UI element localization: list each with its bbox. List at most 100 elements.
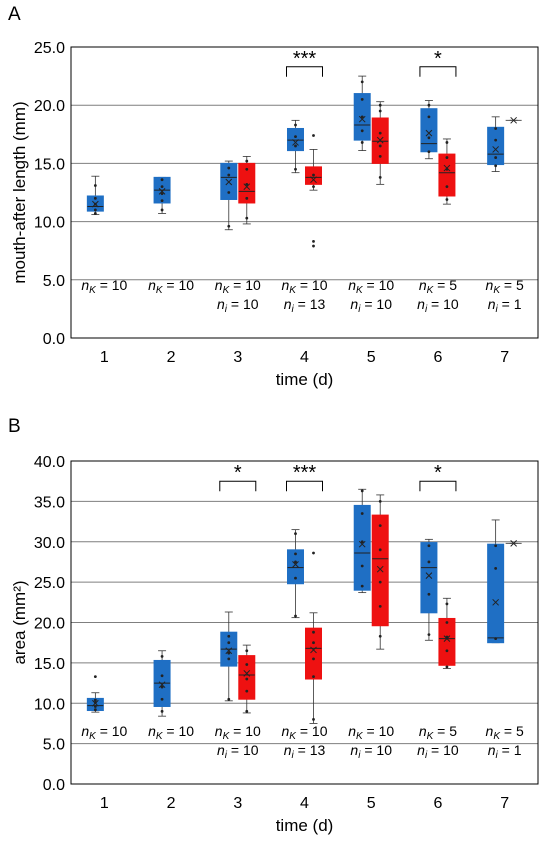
n-i-label: ni = 10 xyxy=(350,742,392,761)
data-point xyxy=(360,584,364,588)
y-tick-label: 25.0 xyxy=(34,575,65,592)
data-point xyxy=(445,156,449,159)
y-tick-label: 15.0 xyxy=(34,156,65,173)
data-point xyxy=(227,657,231,661)
data-point xyxy=(93,698,97,702)
data-point xyxy=(312,630,315,634)
data-point xyxy=(427,115,431,119)
x-tick-label: 7 xyxy=(500,349,509,366)
data-point xyxy=(160,178,164,182)
data-point xyxy=(445,198,449,201)
box-iqr xyxy=(371,514,389,627)
data-point xyxy=(312,657,315,661)
n-k-label: nK = 10 xyxy=(282,277,328,296)
data-point xyxy=(312,173,315,177)
data-point xyxy=(427,592,431,596)
data-point xyxy=(227,697,231,701)
blue-box-day-7 xyxy=(487,519,505,644)
box-iqr xyxy=(420,108,438,153)
data-point xyxy=(245,649,249,653)
mean-marker xyxy=(292,561,299,568)
significance-label: *** xyxy=(293,462,317,484)
data-point xyxy=(494,566,498,570)
n-k-label: nK = 10 xyxy=(148,723,194,742)
mean-marker xyxy=(443,635,451,643)
y-tick-label: 30.0 xyxy=(34,535,65,552)
red-box-day-7 xyxy=(505,116,522,124)
x-tick-label: 6 xyxy=(433,795,442,812)
box-iqr xyxy=(305,627,322,680)
n-i-label: ni = 10 xyxy=(350,296,392,315)
y-tick-label: 0.0 xyxy=(43,777,65,794)
data-point xyxy=(160,709,164,713)
mean-marker xyxy=(243,183,251,191)
data-point xyxy=(445,185,449,189)
red-box-day-3 xyxy=(238,644,256,714)
data-point xyxy=(160,685,164,689)
box-iqr xyxy=(238,655,256,700)
data-point xyxy=(245,709,249,713)
data-point xyxy=(93,705,97,708)
blue-box-day-2 xyxy=(153,176,171,214)
blue-box-day-6 xyxy=(420,100,438,160)
mean-marker xyxy=(225,178,233,186)
data-point xyxy=(160,674,164,678)
data-point xyxy=(294,123,297,127)
mean-marker xyxy=(425,572,433,580)
n-i-label: ni = 1 xyxy=(488,742,522,761)
y-axis-label: area (mm²) xyxy=(10,580,29,664)
mean-marker xyxy=(310,176,317,184)
n-k-label: nK = 10 xyxy=(348,723,394,742)
data-point xyxy=(227,191,231,194)
data-point xyxy=(294,135,297,139)
x-tick-label: 4 xyxy=(300,349,309,366)
blue-box-day-5 xyxy=(353,488,371,594)
data-point xyxy=(93,208,97,212)
box-iqr xyxy=(287,127,304,152)
box-iqr xyxy=(487,543,505,644)
data-point xyxy=(360,141,364,144)
data-point xyxy=(245,689,249,693)
x-tick-label: 3 xyxy=(233,349,242,366)
data-point xyxy=(93,701,97,704)
data-point xyxy=(245,663,249,666)
y-tick-label: 20.0 xyxy=(34,98,65,115)
data-point xyxy=(245,159,249,163)
blue-box-day-6 xyxy=(420,538,438,641)
n-k-label: nK = 10 xyxy=(215,277,261,296)
mean-marker xyxy=(225,647,233,655)
data-point xyxy=(360,489,364,493)
x-tick-label: 6 xyxy=(433,349,442,366)
data-point xyxy=(378,580,382,584)
data-point xyxy=(312,551,315,555)
significance-bracket xyxy=(286,480,323,492)
data-point xyxy=(378,175,382,179)
data-point xyxy=(360,564,364,568)
blue-box-day-2 xyxy=(153,650,171,717)
data-point xyxy=(427,150,431,154)
x-tick-label: 1 xyxy=(100,349,109,366)
data-point xyxy=(378,103,382,107)
mean-marker xyxy=(510,540,517,547)
data-point xyxy=(93,212,97,215)
y-tick-label: 20.0 xyxy=(34,616,65,633)
data-point xyxy=(294,167,297,171)
n-i-label: ni = 13 xyxy=(284,742,326,761)
data-point xyxy=(378,604,382,608)
x-tick-label: 5 xyxy=(367,795,376,812)
data-point xyxy=(227,166,231,170)
data-point xyxy=(378,131,382,135)
box-iqr xyxy=(287,549,304,585)
panel-b-label: B xyxy=(8,416,21,437)
mean-marker xyxy=(310,646,317,654)
blue-box-day-4 xyxy=(287,119,304,174)
data-point xyxy=(160,192,164,196)
data-point xyxy=(160,208,164,212)
x-tick-label: 7 xyxy=(500,795,509,812)
n-i-label: ni = 10 xyxy=(417,296,459,315)
significance-bracket xyxy=(419,66,457,77)
data-point xyxy=(312,641,315,645)
data-point xyxy=(160,185,164,189)
n-i-label: ni = 10 xyxy=(417,742,459,761)
